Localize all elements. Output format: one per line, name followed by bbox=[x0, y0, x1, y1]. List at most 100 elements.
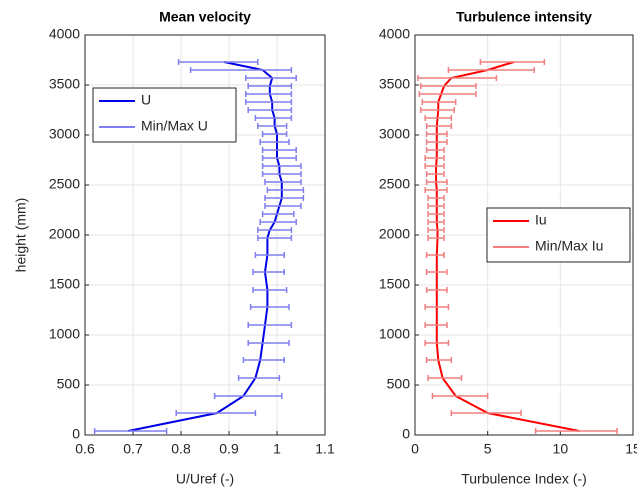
error-bar bbox=[261, 171, 302, 177]
y-tick-label: 500 bbox=[57, 376, 81, 392]
legend-label: Min/Max Iu bbox=[535, 238, 603, 254]
y-tick-label: 3500 bbox=[379, 76, 410, 92]
error-bar bbox=[427, 375, 463, 381]
x-tick-label: 0.6 bbox=[75, 441, 95, 457]
error-bar bbox=[425, 179, 448, 185]
y-axis-label: height (mm) bbox=[13, 198, 29, 273]
error-bar bbox=[252, 269, 285, 275]
y-tick-label: 1500 bbox=[49, 276, 80, 292]
error-bar bbox=[261, 163, 302, 169]
error-bar bbox=[254, 252, 285, 258]
legend-box bbox=[486, 207, 631, 263]
legend-label: Iu bbox=[535, 212, 547, 228]
x-tick-label: 10 bbox=[553, 441, 569, 457]
error-bar bbox=[424, 187, 448, 193]
error-bar bbox=[254, 115, 293, 121]
legend: U Min/Max U bbox=[92, 87, 237, 143]
error-bar bbox=[247, 340, 290, 346]
error-bar bbox=[420, 107, 455, 113]
error-bar bbox=[252, 287, 288, 293]
error-bar bbox=[257, 123, 288, 129]
error-bar bbox=[213, 393, 283, 399]
error-bar bbox=[245, 75, 297, 81]
legend-label: U bbox=[141, 92, 151, 108]
x-axis-label: U/Uref (-) bbox=[176, 471, 234, 487]
x-tick-label: 15 bbox=[625, 441, 637, 457]
error-bar bbox=[259, 139, 290, 145]
error-bar bbox=[425, 269, 448, 275]
error-bar bbox=[261, 155, 297, 161]
error-bar bbox=[447, 67, 535, 73]
error-bar bbox=[425, 139, 448, 145]
legend-box bbox=[92, 87, 237, 143]
legend: Iu Min/Max Iu bbox=[486, 207, 631, 263]
x-tick-label: 0.9 bbox=[219, 441, 239, 457]
data-line bbox=[128, 61, 283, 432]
error-bar bbox=[261, 131, 288, 137]
error-bar bbox=[425, 123, 453, 129]
x-tick-label: 1.1 bbox=[315, 441, 335, 457]
error-bar bbox=[427, 235, 445, 241]
x-tick-label: 0 bbox=[411, 441, 419, 457]
error-bar bbox=[424, 304, 450, 310]
y-tick-label: 4000 bbox=[379, 26, 410, 42]
error-bar bbox=[177, 59, 259, 65]
error-bar bbox=[261, 211, 295, 217]
error-bar bbox=[427, 203, 445, 209]
error-bar bbox=[418, 91, 477, 97]
y-tick-label: 2000 bbox=[49, 226, 80, 242]
y-tick-label: 3500 bbox=[49, 76, 80, 92]
data-line bbox=[435, 61, 580, 432]
error-bar bbox=[427, 211, 445, 217]
error-bar bbox=[93, 428, 168, 434]
error-bar bbox=[261, 147, 297, 153]
y-tick-label: 2500 bbox=[379, 176, 410, 192]
error-bar bbox=[420, 83, 477, 89]
x-tick-label: 1 bbox=[273, 441, 281, 457]
legend-label: Min/Max U bbox=[141, 118, 208, 134]
y-tick-label: 1000 bbox=[49, 326, 80, 342]
chart-panel: 0 5 10 15 0 500 1000 1500 2000 2500 3000 3500 4000 Tu… bbox=[379, 9, 637, 487]
axes-box bbox=[414, 34, 634, 436]
error-bar bbox=[425, 171, 445, 177]
error-bar bbox=[424, 163, 445, 169]
y-tick-label: 3000 bbox=[379, 126, 410, 142]
error-bar bbox=[421, 99, 457, 105]
error-bar bbox=[257, 235, 293, 241]
y-tick-label: 1500 bbox=[379, 276, 410, 292]
error-bar bbox=[425, 357, 453, 363]
error-bar bbox=[245, 99, 293, 105]
axes-box bbox=[84, 34, 326, 436]
error-bar bbox=[237, 375, 281, 381]
error-bar bbox=[425, 131, 448, 137]
error-bar bbox=[264, 179, 302, 185]
error-bar bbox=[424, 340, 450, 346]
y-tick-label: 3000 bbox=[49, 126, 80, 142]
y-tick-label: 4000 bbox=[49, 26, 80, 42]
chart-panel: 0.6 0.7 0.8 0.9 1 1.1 0 500 1000 1500 2000 2500 3000… bbox=[13, 9, 335, 487]
error-bar bbox=[257, 227, 293, 233]
error-bar bbox=[427, 227, 445, 233]
error-bar bbox=[259, 219, 297, 225]
error-bar bbox=[424, 115, 453, 121]
error-bar bbox=[427, 195, 445, 201]
error-bar bbox=[266, 187, 305, 193]
x-tick-label: 5 bbox=[484, 441, 492, 457]
error-bar bbox=[249, 304, 290, 310]
error-bar bbox=[450, 410, 522, 416]
x-tick-label: 0.7 bbox=[123, 441, 143, 457]
x-axis-label: Turbulence Index (-) bbox=[461, 471, 587, 487]
error-bar bbox=[242, 357, 285, 363]
error-bar bbox=[175, 410, 257, 416]
y-tick-label: 2500 bbox=[49, 176, 80, 192]
error-bar bbox=[425, 252, 445, 258]
error-bar bbox=[247, 83, 293, 89]
error-bar bbox=[431, 393, 489, 399]
y-tick-label: 0 bbox=[72, 426, 80, 442]
y-tick-label: 0 bbox=[402, 426, 410, 442]
error-bar bbox=[425, 147, 445, 153]
error-bar bbox=[425, 287, 448, 293]
error-bar bbox=[479, 59, 546, 65]
x-tick-label: 0.8 bbox=[171, 441, 191, 457]
